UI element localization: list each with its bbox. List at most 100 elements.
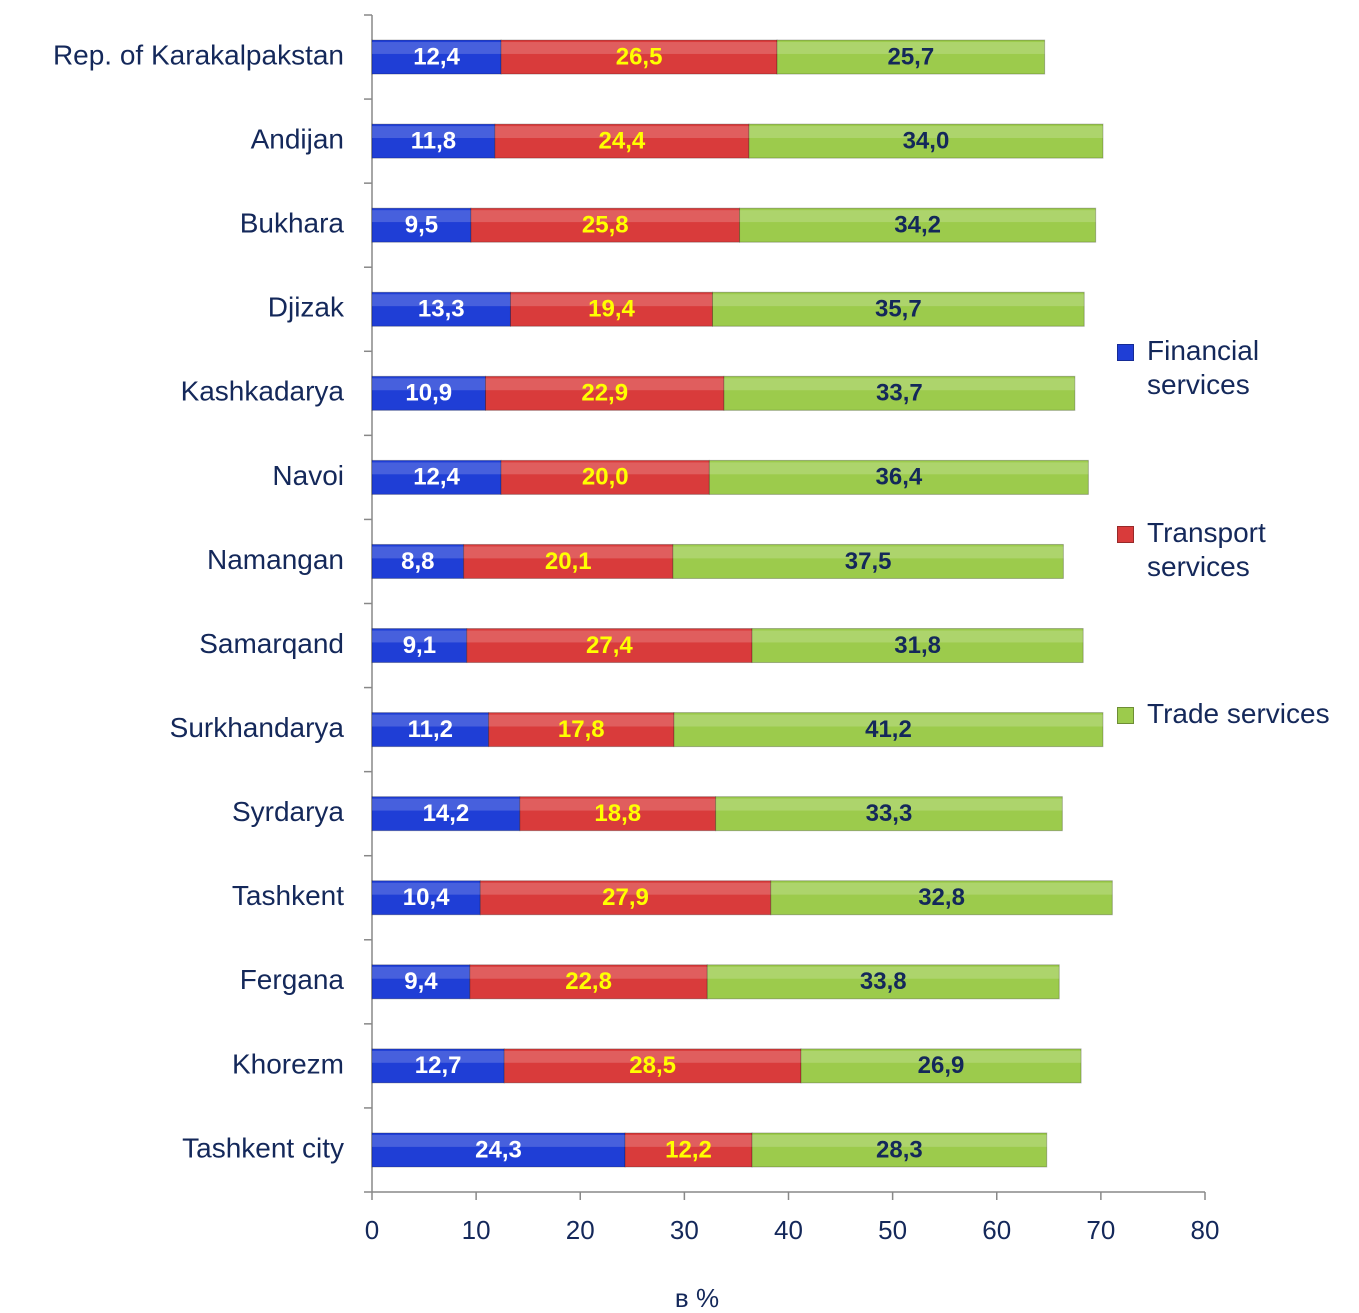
value-label: 12,7 — [415, 1052, 462, 1079]
bar-segment — [800, 1048, 1082, 1084]
bar-shine — [372, 210, 471, 223]
bar-segment — [672, 543, 1064, 579]
y-tick-label: Andijan — [251, 123, 344, 154]
y-tick-label: Samarqand — [199, 628, 344, 659]
value-label: 41,2 — [865, 716, 912, 743]
bar-shine — [469, 966, 708, 979]
value-label: 20,1 — [545, 548, 592, 575]
bar-segment — [519, 796, 717, 832]
x-tick-label: 50 — [878, 1215, 907, 1245]
value-label: 33,7 — [876, 380, 923, 407]
value-label: 17,8 — [558, 716, 605, 743]
bar-segment — [748, 123, 1104, 159]
value-label: 34,0 — [903, 127, 950, 154]
bar-segment — [466, 628, 753, 664]
bar-shine — [372, 882, 481, 895]
bar-shine — [752, 630, 1084, 643]
bar-segment — [751, 1132, 1048, 1168]
legend-key — [1117, 526, 1134, 543]
bar-segment — [371, 628, 468, 664]
value-label: 32,8 — [918, 884, 965, 911]
x-tick-label: 20 — [566, 1215, 595, 1245]
y-tick-label: Rep. of Karakalpakstan — [53, 39, 344, 70]
value-label: 12,2 — [665, 1136, 712, 1163]
value-label: 36,4 — [876, 464, 923, 491]
y-tick-label: Tashkent — [232, 880, 344, 911]
bar-shine — [372, 294, 511, 307]
value-label: 13,3 — [418, 296, 465, 323]
value-label: 28,5 — [629, 1052, 676, 1079]
bar-shine — [372, 714, 489, 727]
bar-segment — [706, 964, 1060, 1000]
value-label: 9,4 — [404, 968, 438, 995]
bar-segment — [715, 796, 1063, 832]
bar-segment — [371, 712, 490, 748]
bar-shine — [501, 42, 778, 54]
bar-shine — [494, 126, 749, 139]
bar-shine — [372, 798, 520, 811]
value-label: 12,4 — [413, 464, 460, 491]
value-label: 11,2 — [408, 716, 453, 743]
bar-shine — [748, 126, 1103, 139]
bar-shine — [519, 798, 716, 811]
bar-shine — [672, 546, 1064, 559]
bar-segment — [371, 796, 521, 832]
value-label: 10,9 — [405, 380, 452, 407]
value-label: 27,9 — [602, 884, 649, 911]
value-label: 10,4 — [403, 884, 450, 911]
bar-segment — [371, 39, 502, 75]
y-tick-label: Syrdarya — [232, 796, 344, 827]
bar-segment — [494, 123, 750, 159]
value-label: 9,1 — [403, 632, 436, 659]
value-label: 26,9 — [918, 1052, 965, 1079]
bar-shine — [372, 1050, 505, 1063]
value-label: 8,8 — [401, 548, 434, 575]
value-label: 12,4 — [413, 43, 460, 70]
bar-shine — [770, 882, 1113, 895]
bar-shine — [488, 714, 674, 727]
bar-segment — [371, 375, 486, 411]
bar-segment — [469, 964, 708, 1000]
value-label: 25,7 — [887, 43, 934, 70]
bar-segment — [371, 459, 502, 495]
value-label: 33,3 — [866, 800, 913, 827]
bar-segment — [770, 880, 1113, 916]
bar-segment — [371, 123, 496, 159]
value-label: 35,7 — [875, 296, 922, 323]
bar-shine — [715, 798, 1063, 811]
bar-shine — [777, 42, 1045, 54]
bar-segment — [371, 1132, 626, 1168]
legend-label: Trade services — [1147, 698, 1330, 729]
bar-segment — [711, 291, 1085, 327]
value-label: 33,8 — [860, 968, 907, 995]
bar-shine — [707, 966, 1060, 979]
value-label: 19,4 — [588, 296, 635, 323]
bar-shine — [723, 378, 1075, 391]
bar-shine — [372, 42, 502, 54]
bar-segment — [708, 459, 1089, 495]
bar-shine — [625, 1134, 753, 1147]
value-label: 37,5 — [845, 548, 892, 575]
y-tick-label: Tashkent city — [182, 1132, 344, 1163]
bar-segment — [723, 375, 1076, 411]
bar-shine — [372, 126, 495, 139]
bar-segment — [371, 291, 511, 327]
bar-segment — [503, 1048, 802, 1084]
value-label: 25,8 — [582, 212, 629, 239]
bar-shine — [372, 966, 470, 979]
value-label: 26,5 — [616, 43, 663, 70]
value-label: 22,8 — [565, 968, 612, 995]
y-tick-label: Khorezm — [232, 1048, 344, 1079]
y-tick-label: Namangan — [207, 544, 344, 575]
bar-shine — [463, 546, 673, 559]
bar-shine — [501, 462, 710, 475]
bar-shine — [480, 882, 771, 895]
bar-segment — [673, 712, 1104, 748]
bar-shine — [510, 294, 713, 307]
bar-segment — [371, 880, 481, 916]
value-label: 24,3 — [475, 1136, 522, 1163]
bar-segment — [500, 39, 778, 75]
bar-shine — [470, 210, 740, 223]
value-label: 28,3 — [876, 1136, 923, 1163]
